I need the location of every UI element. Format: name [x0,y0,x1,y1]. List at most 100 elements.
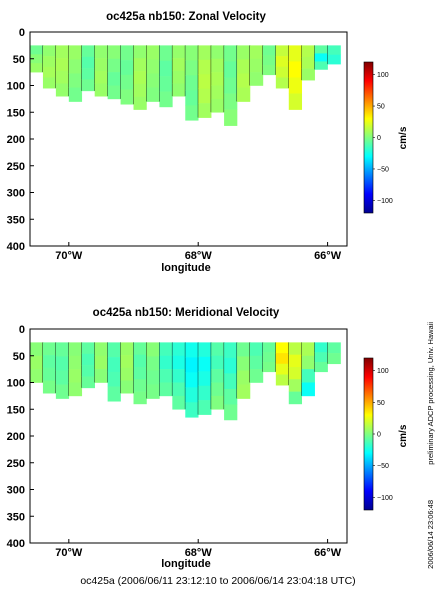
velocity-cell [120,74,134,90]
velocity-cell [249,342,264,357]
velocity-cell [172,83,186,97]
velocity-cell [288,366,303,380]
velocity-cell [120,60,134,76]
velocity-cell [224,109,238,126]
velocity-cell [120,89,134,105]
velocity-cell [133,45,147,59]
meridional-title: oc425a nb150: Meridional Velocity [93,307,280,319]
velocity-cell [211,58,225,73]
colorbar-tick-label: 0 [377,135,381,142]
velocity-cell [68,87,83,102]
velocity-cell [198,342,212,358]
velocity-cell [94,70,108,84]
velocity-cell [133,366,147,380]
y-tick-label: 150 [7,107,25,119]
velocity-cell [301,355,315,370]
velocity-cell [81,79,95,92]
velocity-cell [94,58,108,72]
velocity-cell [249,45,264,60]
velocity-cell [30,63,44,73]
y-tick-label: 250 [7,161,25,173]
colorbar-tick-label: 50 [377,400,385,407]
velocity-cell [237,384,251,399]
velocity-cell [107,72,121,86]
velocity-cell [133,96,147,110]
velocity-cell [249,58,264,73]
velocity-cell [146,87,160,102]
velocity-cell [55,58,70,72]
velocity-cell [172,395,186,410]
velocity-cell [42,355,57,369]
velocity-cell [81,68,95,80]
velocity-cell [55,370,70,385]
velocity-cell [146,370,160,385]
velocity-cell [314,361,328,373]
velocity-cell [224,373,238,390]
colorbar-tick-label: −50 [377,463,389,470]
velocity-cell [288,342,303,355]
velocity-cell [81,56,95,69]
zonal-title: oc425a nb150: Zonal Velocity [106,11,266,23]
zonal-colorbar-label: cm/s [398,126,409,149]
velocity-cell [288,93,303,110]
velocity-cell [224,93,238,110]
velocity-cell [107,85,121,100]
velocity-cell [68,45,83,60]
velocity-cell [159,382,173,397]
colorbar-tick-label: −100 [377,198,393,205]
velocity-cell [301,45,315,58]
velocity-cell [198,356,212,372]
velocity-cell [146,45,160,60]
y-tick-label: 50 [13,351,25,363]
velocity-cell [275,353,290,365]
velocity-cell [159,45,173,62]
velocity-cell [262,55,277,66]
y-tick-label: 400 [7,241,25,253]
velocity-cell [120,380,134,394]
processing-note: preliminary ADCP processing, Univ. Hawai… [426,322,435,465]
velocity-cell [211,355,225,370]
y-tick-label: 250 [7,458,25,470]
velocity-cell [275,66,290,78]
velocity-cell [185,105,199,121]
y-tick-label: 200 [7,134,25,146]
timestamp: 2006/06/14 23:06:48 [426,500,435,569]
velocity-cell [185,75,199,91]
y-tick-label: 350 [7,214,25,226]
velocity-cell [275,374,290,386]
velocity-cell [146,356,160,371]
velocity-cell [107,357,121,373]
velocity-cell [224,388,238,405]
x-tick-label: 66°W [314,250,342,262]
velocity-cell [198,74,212,90]
velocity-cell [133,391,147,405]
colorbar-tick-label: 100 [377,368,389,375]
velocity-cell [327,54,341,65]
velocity-cell [172,382,186,397]
y-tick-label: 0 [19,324,25,336]
velocity-cell [120,45,134,61]
velocity-cell [301,56,315,69]
velocity-cell [249,72,264,86]
meridional-xlabel: longitude [161,558,211,570]
x-tick-label: 70°W [55,547,83,559]
velocity-cell [30,355,44,370]
velocity-cell [185,372,199,388]
velocity-cell [55,70,70,84]
velocity-cell [133,354,147,368]
velocity-cell [42,77,57,89]
meridional-colorbar [363,357,374,511]
velocity-cell [211,342,225,357]
velocity-cell [211,395,225,410]
velocity-cell [237,73,251,88]
velocity-cell [68,382,83,397]
velocity-cell [159,342,173,357]
velocity-cell [94,83,108,97]
velocity-cell [107,386,121,402]
velocity-cell [30,54,44,64]
velocity-cell [94,45,108,59]
velocity-cell [55,384,70,399]
velocity-cell [133,379,147,392]
velocity-cell [42,45,57,57]
